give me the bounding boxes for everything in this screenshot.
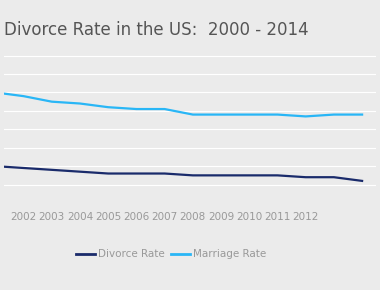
- Text: Divorce Rate in the US:  2000 - 2014: Divorce Rate in the US: 2000 - 2014: [4, 21, 309, 39]
- Legend: Divorce Rate, Marriage Rate: Divorce Rate, Marriage Rate: [72, 245, 271, 264]
